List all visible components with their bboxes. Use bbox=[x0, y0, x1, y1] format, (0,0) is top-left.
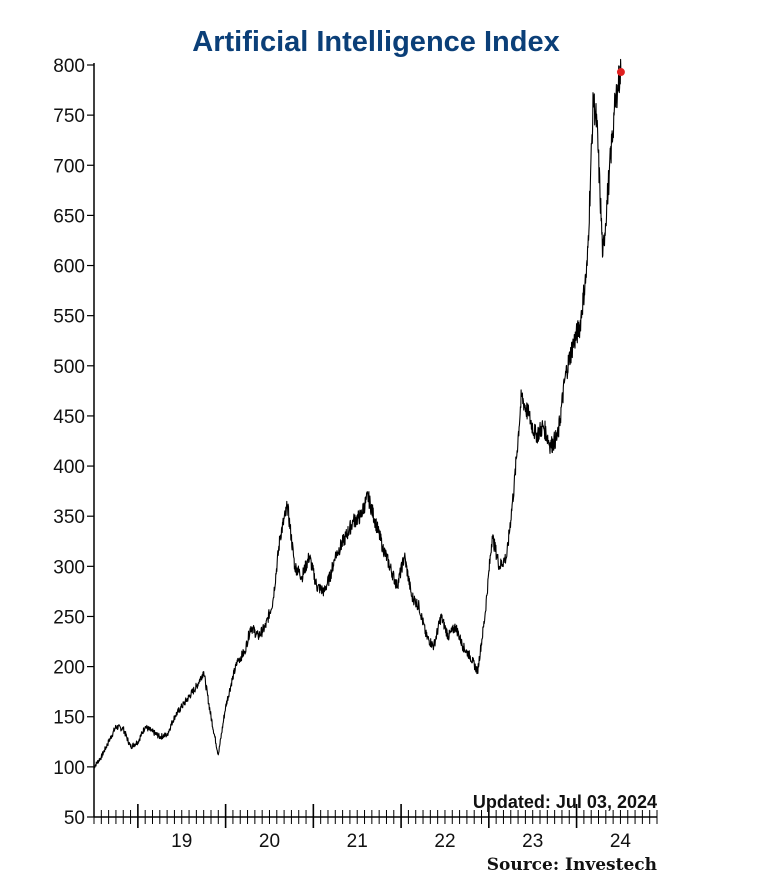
y-tick-label: 300 bbox=[53, 557, 85, 578]
x-tick-label: 20 bbox=[259, 831, 280, 852]
y-tick-label: 750 bbox=[53, 106, 85, 127]
y-tick-label: 450 bbox=[53, 407, 85, 428]
series-line bbox=[93, 58, 622, 769]
y-tick-label: 150 bbox=[53, 708, 85, 729]
source-label: Source: Investech bbox=[487, 855, 657, 873]
x-tick-label: 21 bbox=[347, 831, 368, 852]
axes bbox=[93, 63, 657, 818]
last-value-marker bbox=[616, 68, 625, 77]
chart-title: Artificial Intelligence Index bbox=[192, 26, 559, 58]
x-tick-label: 19 bbox=[171, 831, 192, 852]
y-tick-label: 400 bbox=[53, 457, 85, 478]
y-tick-label: 500 bbox=[53, 357, 85, 378]
y-axis-ticks: 50 100 150 200 250 300 350 400 450 500 550 600 650 70… bbox=[53, 56, 94, 829]
y-tick-label: 600 bbox=[53, 257, 85, 278]
x-tick-label: 23 bbox=[522, 831, 543, 852]
y-tick-label: 100 bbox=[53, 758, 85, 779]
y-tick-label: 350 bbox=[53, 507, 85, 528]
x-axis-ticks: 19 20 21 22 23 24 bbox=[93, 804, 658, 852]
updated-label: Updated: Jul 03, 2024 bbox=[473, 792, 657, 812]
x-tick-label: 22 bbox=[434, 831, 455, 852]
x-tick-label: 24 bbox=[610, 831, 632, 852]
y-tick-label: 50 bbox=[64, 808, 85, 829]
y-tick-label: 250 bbox=[53, 607, 85, 628]
y-tick-label: 800 bbox=[53, 56, 85, 77]
y-tick-label: 550 bbox=[53, 307, 85, 328]
y-tick-label: 700 bbox=[53, 156, 85, 177]
y-tick-label: 200 bbox=[53, 658, 85, 679]
y-tick-label: 650 bbox=[53, 206, 85, 227]
